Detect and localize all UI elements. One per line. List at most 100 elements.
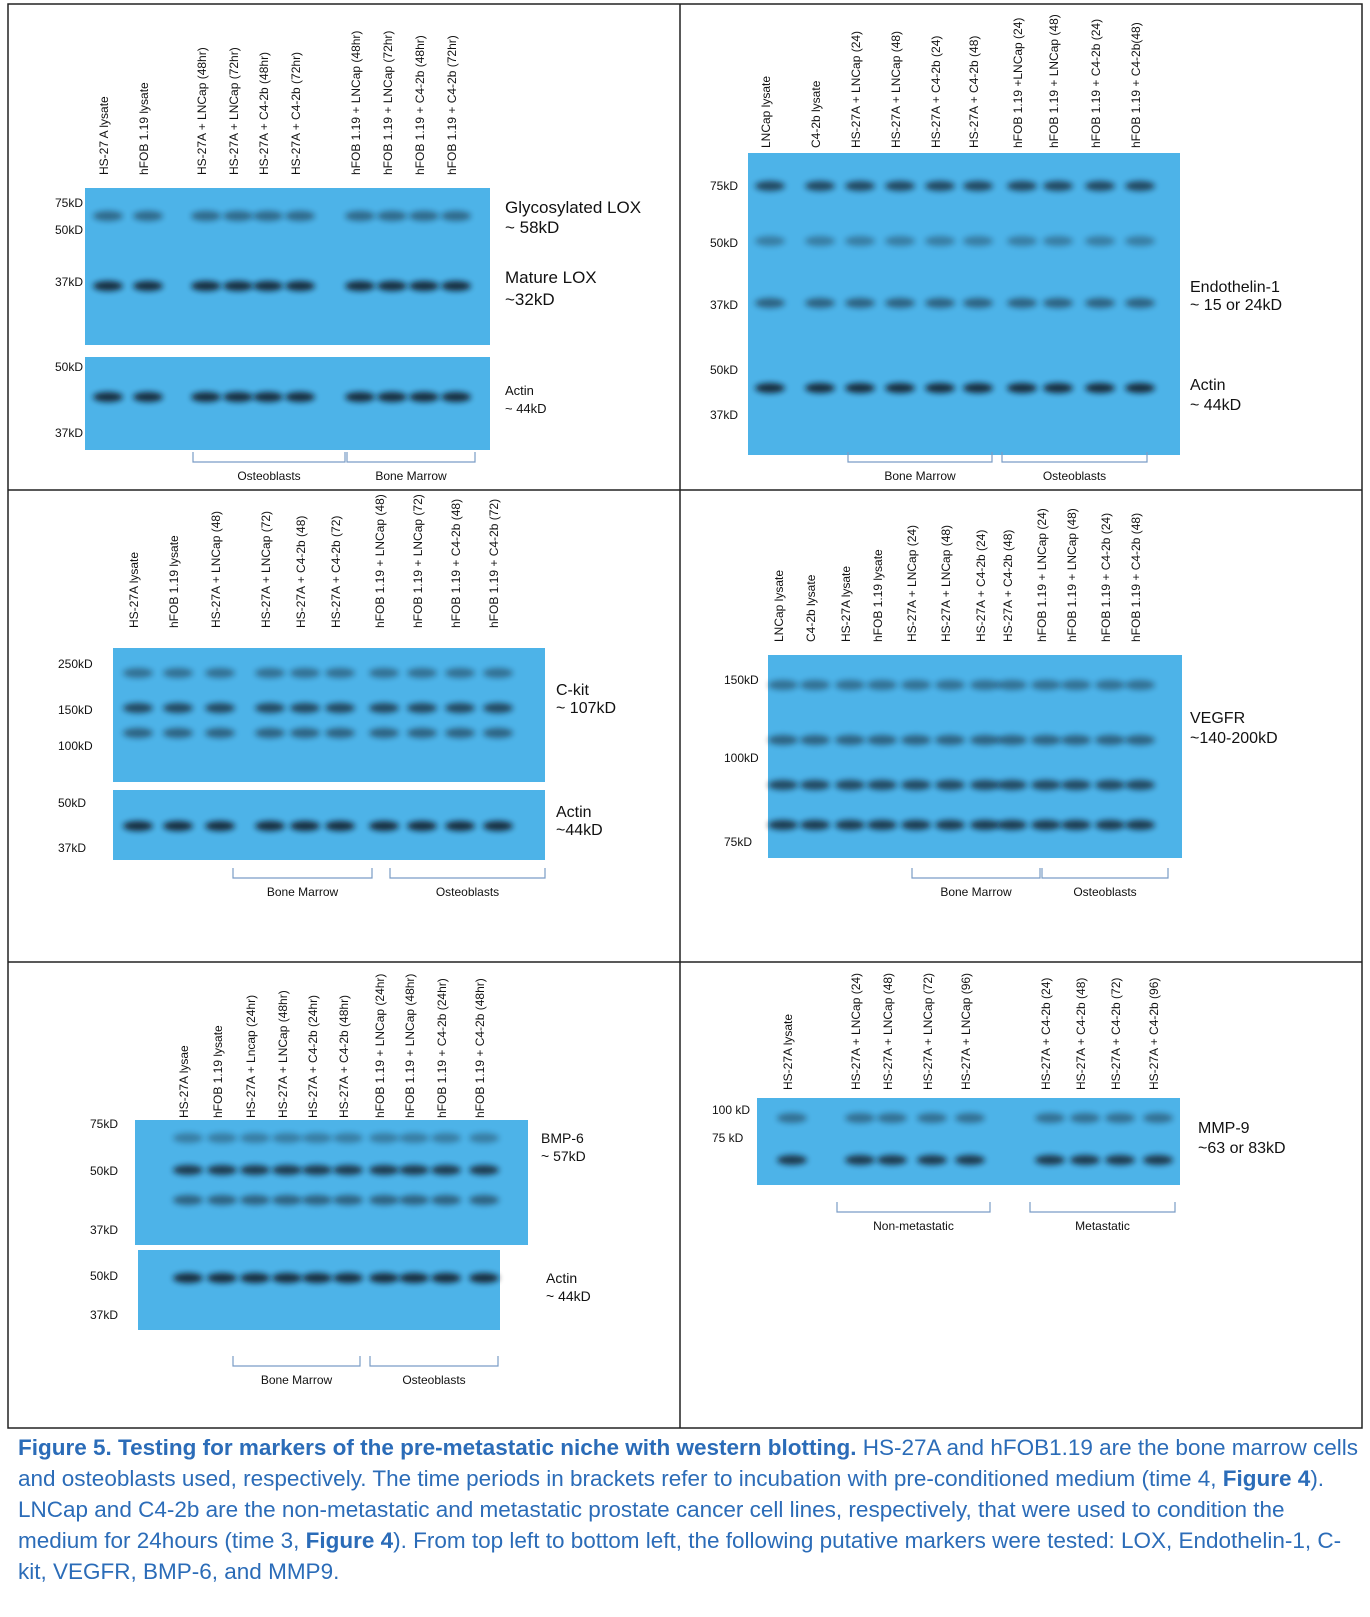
lane-label: HS-27A + C4-2b (48hr) bbox=[337, 995, 351, 1118]
lane-label: hFOB 1.19 + C4-2b (48) bbox=[449, 499, 463, 628]
blot-membrane bbox=[138, 1250, 500, 1330]
protein-band bbox=[805, 236, 835, 246]
protein-band bbox=[483, 668, 513, 678]
protein-band bbox=[901, 780, 931, 790]
group-label: Osteoblasts bbox=[1073, 885, 1136, 899]
protein-band bbox=[997, 780, 1027, 790]
protein-band bbox=[173, 1273, 203, 1283]
blot-membrane bbox=[85, 357, 490, 450]
caption-text: Figure 4 bbox=[306, 1528, 394, 1553]
group-label: Non-metastatic bbox=[873, 1219, 954, 1233]
protein-band bbox=[755, 181, 785, 191]
lane-label: hFOB 1.19 + LNCap (24) bbox=[1035, 508, 1049, 642]
protein-band bbox=[835, 735, 865, 745]
protein-band bbox=[877, 1113, 907, 1123]
protein-band bbox=[205, 728, 235, 738]
protein-band bbox=[955, 1155, 985, 1165]
protein-band bbox=[290, 821, 320, 831]
lane-label: hFOB 1.19 + LNCap (48) bbox=[373, 494, 387, 628]
protein-band bbox=[207, 1165, 237, 1175]
lane-label: HS-27A + C4-2b (48) bbox=[294, 516, 308, 628]
mw-marker: 37kD bbox=[710, 298, 738, 312]
protein-band bbox=[272, 1165, 302, 1175]
lane-label: hFOB 1.19 + LNCap (48hr) bbox=[349, 31, 363, 175]
protein-band bbox=[1070, 1155, 1100, 1165]
group-label: Osteoblasts bbox=[237, 469, 300, 483]
protein-band bbox=[223, 392, 253, 402]
protein-band bbox=[399, 1165, 429, 1175]
protein-band bbox=[345, 281, 375, 291]
figure: HS-27 A lysate hFOB 1.19 lysate HS-27A + L… bbox=[0, 0, 1370, 1617]
lane-label: hFOB 1.19 lysate bbox=[211, 1025, 225, 1118]
protein-band bbox=[805, 181, 835, 191]
protein-band bbox=[431, 1273, 461, 1283]
group-label: Osteoblasts bbox=[1043, 469, 1106, 483]
protein-band bbox=[253, 211, 283, 221]
mw-marker: 37kD bbox=[710, 408, 738, 422]
mw-marker: 37kD bbox=[55, 275, 83, 289]
protein-band bbox=[885, 236, 915, 246]
lane-label: HS-27A + C4-2b (72hr) bbox=[289, 52, 303, 175]
blot-annotation: Glycosylated LOX bbox=[505, 198, 641, 217]
protein-band bbox=[345, 211, 375, 221]
protein-band bbox=[123, 668, 153, 678]
protein-band bbox=[917, 1155, 947, 1165]
blot-membrane bbox=[757, 1098, 1180, 1185]
lane-label: hFOB 1.19 + C4-2b (72hr) bbox=[445, 35, 459, 175]
protein-band bbox=[191, 392, 221, 402]
mw-marker: 37kD bbox=[90, 1223, 118, 1237]
protein-band bbox=[377, 392, 407, 402]
protein-band bbox=[191, 281, 221, 291]
group-label: Bone Marrow bbox=[261, 1373, 333, 1387]
lane-label: HS-27A + LNCap (48) bbox=[939, 525, 953, 642]
protein-band bbox=[272, 1195, 302, 1205]
protein-band bbox=[845, 1113, 875, 1123]
protein-band bbox=[901, 680, 931, 690]
lane-label: HS-27A + LNCap (24) bbox=[849, 31, 863, 148]
protein-band bbox=[1125, 680, 1155, 690]
protein-band bbox=[483, 703, 513, 713]
protein-band bbox=[369, 821, 399, 831]
protein-band bbox=[407, 728, 437, 738]
lane-label: HS-27A + LNCap (24) bbox=[905, 525, 919, 642]
protein-band bbox=[963, 236, 993, 246]
protein-band bbox=[877, 1155, 907, 1165]
protein-band bbox=[240, 1133, 270, 1143]
protein-band bbox=[755, 383, 785, 393]
protein-band bbox=[901, 735, 931, 745]
protein-band bbox=[1143, 1113, 1173, 1123]
protein-band bbox=[1095, 780, 1125, 790]
protein-band bbox=[441, 211, 471, 221]
protein-band bbox=[123, 703, 153, 713]
protein-band bbox=[325, 821, 355, 831]
protein-band bbox=[845, 1155, 875, 1165]
caption-title: Figure 5. Testing for markers of the pre… bbox=[18, 1435, 856, 1460]
group-label: Osteoblasts bbox=[436, 885, 499, 899]
protein-band bbox=[123, 821, 153, 831]
lane-label: hFOB 1.19 + LNCap (72hr) bbox=[381, 31, 395, 175]
protein-band bbox=[1035, 1113, 1065, 1123]
protein-band bbox=[1143, 1155, 1173, 1165]
protein-band bbox=[377, 281, 407, 291]
protein-band bbox=[302, 1273, 332, 1283]
protein-band bbox=[1105, 1155, 1135, 1165]
group-label: Osteoblasts bbox=[402, 1373, 465, 1387]
protein-band bbox=[325, 703, 355, 713]
protein-band bbox=[369, 668, 399, 678]
protein-band bbox=[431, 1195, 461, 1205]
lane-label: HS-27 A lysate bbox=[97, 96, 111, 175]
protein-band bbox=[1125, 298, 1155, 308]
protein-band bbox=[483, 728, 513, 738]
group-bracket bbox=[1030, 1202, 1175, 1212]
protein-band bbox=[768, 680, 798, 690]
group-bracket bbox=[1042, 868, 1168, 878]
lane-label: hFOB 1.19 + C4-2b (48hr) bbox=[413, 35, 427, 175]
protein-band bbox=[163, 668, 193, 678]
protein-band bbox=[970, 735, 1000, 745]
mw-marker: 50kD bbox=[710, 363, 738, 377]
blot-annotation: BMP-6 bbox=[541, 1130, 584, 1146]
protein-band bbox=[917, 1113, 947, 1123]
protein-band bbox=[1061, 680, 1091, 690]
lane-label: HS-27A + C4-2b (24) bbox=[974, 530, 988, 642]
protein-band bbox=[1125, 820, 1155, 830]
